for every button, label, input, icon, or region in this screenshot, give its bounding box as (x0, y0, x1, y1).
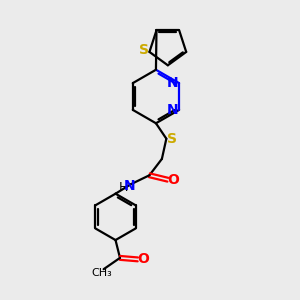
Text: S: S (167, 132, 177, 146)
Text: N: N (167, 103, 178, 117)
Text: O: O (167, 173, 179, 187)
Text: N: N (167, 76, 178, 90)
Text: N: N (123, 179, 135, 193)
Text: H: H (119, 181, 128, 194)
Text: CH₃: CH₃ (92, 268, 112, 278)
Text: O: O (137, 252, 149, 266)
Text: S: S (139, 44, 149, 58)
